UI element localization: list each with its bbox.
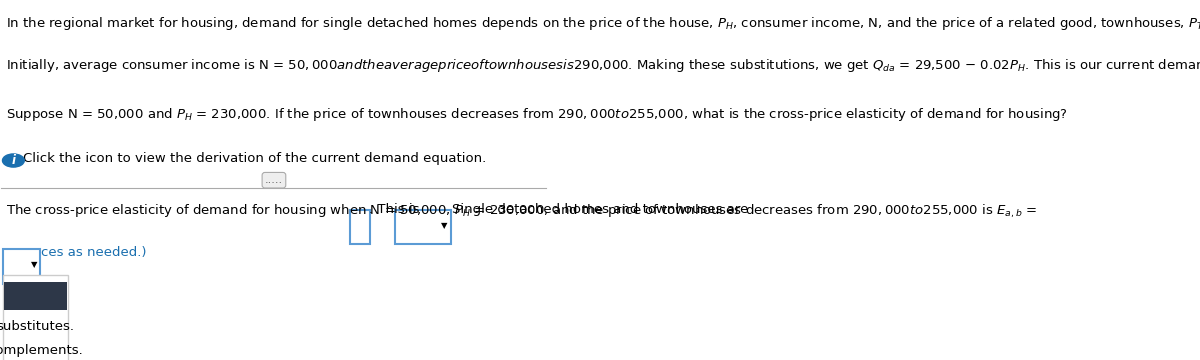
- Circle shape: [2, 154, 24, 167]
- FancyBboxPatch shape: [4, 249, 40, 284]
- FancyBboxPatch shape: [4, 282, 67, 310]
- Text: Click the icon to view the derivation of the current demand equation.: Click the icon to view the derivation of…: [23, 152, 486, 165]
- Text: Suppose N = 50,000 and $P_H$ = 230,000. If the price of townhouses decreases fro: Suppose N = 50,000 and $P_H$ = 230,000. …: [6, 107, 1068, 123]
- Text: The cross-price elasticity of demand for housing when N = 50,000, $P_H$ = 230,00: The cross-price elasticity of demand for…: [6, 203, 1037, 220]
- Text: .....: .....: [265, 175, 283, 185]
- Text: substitutes.: substitutes.: [0, 320, 74, 333]
- Text: ▼: ▼: [31, 260, 37, 269]
- Text: complements.: complements.: [0, 344, 83, 357]
- FancyBboxPatch shape: [396, 210, 451, 244]
- FancyBboxPatch shape: [4, 275, 68, 360]
- Text: i: i: [11, 154, 16, 167]
- Text: In the regional market for housing, demand for single detached homes depends on : In the regional market for housing, dema…: [6, 14, 1200, 32]
- Text: ces as needed.): ces as needed.): [41, 246, 146, 259]
- Text: ▼: ▼: [442, 221, 448, 230]
- FancyBboxPatch shape: [350, 210, 371, 244]
- Text: . This is: . This is: [370, 203, 420, 216]
- Text: Single detached homes and townhouses are: Single detached homes and townhouses are: [451, 203, 748, 216]
- Text: Initially, average consumer income is N = $50,000 and the average price of townh: Initially, average consumer income is N …: [6, 57, 1200, 74]
